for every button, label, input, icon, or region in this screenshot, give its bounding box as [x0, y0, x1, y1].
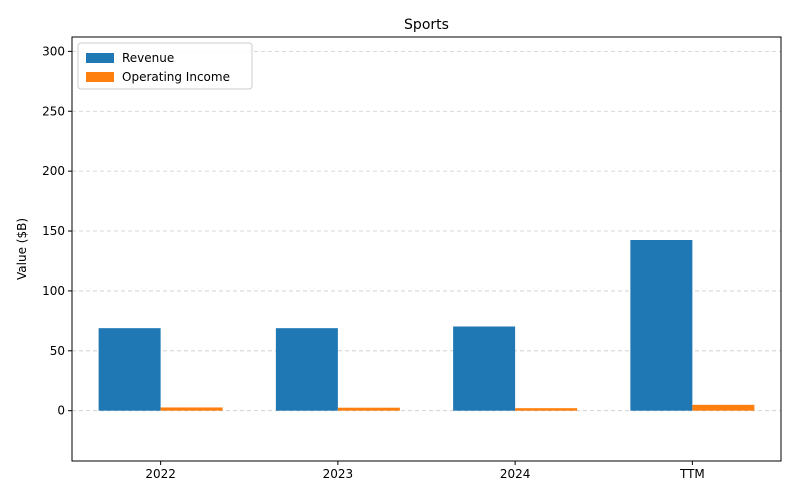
legend: Revenue Operating Income [77, 42, 253, 90]
x-tick-label: TTM [679, 467, 705, 481]
y-tick-label: 0 [57, 404, 65, 418]
y-tick-label: 50 [50, 344, 65, 358]
bar-operating-income-ttm [692, 404, 755, 411]
legend-label: Revenue [122, 51, 174, 65]
bar-operating-income-2023 [337, 407, 400, 411]
bar-operating-income-2024 [515, 408, 578, 411]
y-axis-title: Value ($B) [15, 218, 29, 280]
bar-revenue-2022 [98, 328, 161, 411]
bar-revenue-2024 [453, 326, 516, 411]
y-tick-label: 150 [42, 224, 65, 238]
chart-title: Sports [404, 17, 449, 33]
x-axis-ticks: 2022 2023 2024 TTM [145, 461, 705, 481]
legend-swatch [86, 53, 114, 63]
bar-revenue-2023 [275, 328, 338, 411]
legend-box [77, 42, 253, 90]
legend-label: Operating Income [122, 70, 230, 84]
y-tick-label: 200 [42, 164, 65, 178]
x-tick-label: 2024 [500, 467, 531, 481]
plot-frame [71, 36, 782, 462]
legend-swatch [86, 72, 114, 82]
y-tick-label: 250 [42, 104, 65, 118]
x-tick-label: 2023 [323, 467, 354, 481]
y-axis-ticks: 0 50 100 150 200 250 300 [42, 44, 72, 418]
bar-revenue-ttm [630, 240, 693, 411]
bar-operating-income-2022 [160, 407, 223, 411]
bars [98, 240, 755, 411]
y-tick-label: 300 [42, 44, 65, 58]
y-tick-label: 100 [42, 284, 65, 298]
x-tick-label: 2022 [145, 467, 176, 481]
